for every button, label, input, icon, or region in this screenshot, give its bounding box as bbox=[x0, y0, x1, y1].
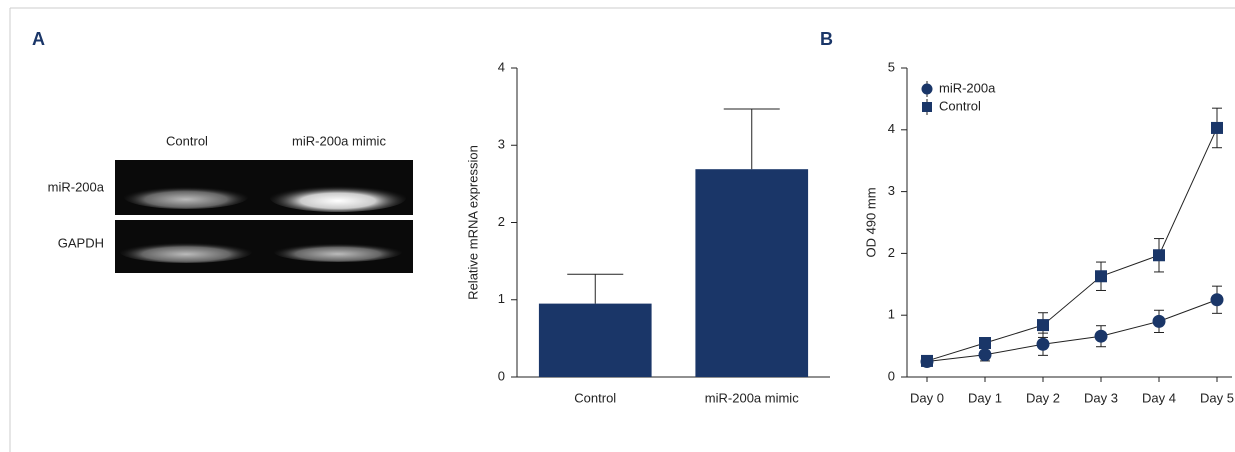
bar bbox=[695, 169, 808, 377]
x-tick-label: Day 1 bbox=[968, 390, 1002, 405]
y-tick-label: 4 bbox=[498, 59, 505, 74]
marker bbox=[1153, 249, 1165, 261]
marker bbox=[1095, 270, 1107, 282]
x-tick-label: Day 2 bbox=[1026, 390, 1060, 405]
y-tick-label: 4 bbox=[888, 121, 895, 136]
x-tick-label: miR-200a mimic bbox=[705, 390, 799, 405]
marker bbox=[979, 348, 992, 361]
marker bbox=[1037, 319, 1049, 331]
marker bbox=[1037, 338, 1050, 351]
y-tick-label: 2 bbox=[888, 245, 895, 260]
lane-label: Control bbox=[166, 133, 208, 148]
x-tick-label: Day 0 bbox=[910, 390, 944, 405]
legend-marker bbox=[922, 102, 932, 112]
y-axis-label: Relative mRNA expression bbox=[465, 145, 480, 300]
x-tick-label: Day 4 bbox=[1142, 390, 1176, 405]
series-line bbox=[927, 128, 1217, 361]
gel-band bbox=[270, 184, 406, 212]
legend-label: Control bbox=[939, 98, 981, 113]
row-label: GAPDH bbox=[58, 235, 104, 250]
gel-band bbox=[274, 242, 402, 262]
y-tick-label: 2 bbox=[498, 214, 505, 229]
marker bbox=[921, 355, 933, 367]
marker bbox=[1153, 315, 1166, 328]
y-tick-label: 3 bbox=[498, 137, 505, 152]
x-tick-label: Control bbox=[574, 390, 616, 405]
x-tick-label: Day 5 bbox=[1200, 390, 1234, 405]
legend-label: miR-200a bbox=[939, 80, 996, 95]
x-tick-label: Day 3 bbox=[1084, 390, 1118, 405]
marker bbox=[1211, 122, 1223, 134]
y-tick-label: 5 bbox=[888, 59, 895, 74]
panel-label: A bbox=[32, 29, 45, 49]
bar bbox=[539, 304, 652, 377]
y-axis-label: OD 490 mm bbox=[863, 187, 878, 257]
marker bbox=[1211, 293, 1224, 306]
series-line bbox=[927, 300, 1217, 362]
gel-band bbox=[120, 241, 252, 263]
panel-label: B bbox=[820, 29, 833, 49]
y-tick-label: 1 bbox=[888, 307, 895, 322]
lane-label: miR-200a mimic bbox=[292, 133, 386, 148]
y-tick-label: 1 bbox=[498, 291, 505, 306]
y-tick-label: 0 bbox=[498, 368, 505, 383]
marker bbox=[979, 337, 991, 349]
row-label: miR-200a bbox=[48, 179, 105, 194]
marker bbox=[1095, 330, 1108, 343]
legend-marker bbox=[922, 84, 933, 95]
gel-band bbox=[124, 185, 248, 209]
figure: A B Control miR-200a mimic miR-200a GAPD… bbox=[0, 0, 1235, 452]
y-tick-label: 3 bbox=[888, 183, 895, 198]
y-tick-label: 0 bbox=[888, 368, 895, 383]
